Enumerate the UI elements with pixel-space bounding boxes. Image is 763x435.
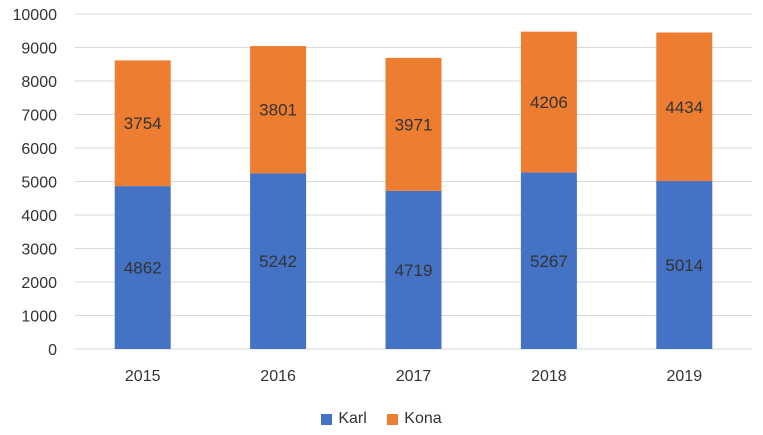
legend-swatch-karl [321, 413, 333, 425]
bar-karl-2017 [385, 190, 442, 349]
data-label-karl-2018: 5267 [530, 252, 568, 271]
data-label-kona-2019: 4434 [665, 98, 703, 117]
data-label-karl-2019: 5014 [665, 256, 703, 275]
legend-label-karl: Karl [338, 410, 367, 427]
y-tick-label: 9000 [21, 41, 57, 58]
data-label-kona-2015: 3754 [124, 114, 162, 133]
y-tick-label: 4000 [21, 208, 57, 225]
data-label-karl-2016: 5242 [259, 252, 297, 271]
y-tick-label: 7000 [21, 108, 57, 125]
x-tick-label: 2017 [396, 368, 432, 385]
bar-karl-2015 [114, 186, 171, 349]
y-tick-label: 3000 [21, 242, 57, 259]
y-tick-label: 2000 [21, 275, 57, 292]
data-label-kona-2016: 3801 [259, 101, 297, 120]
y-tick-label: 10000 [13, 7, 58, 24]
data-label-kona-2017: 3971 [395, 115, 433, 134]
data-label-kona-2018: 4206 [530, 93, 568, 112]
data-label-karl-2017: 4719 [395, 261, 433, 280]
y-tick-label: 8000 [21, 74, 57, 91]
y-tick-label: 5000 [21, 175, 57, 192]
legend-label-kona: Kona [404, 410, 442, 427]
bar-kona-2016 [250, 46, 307, 174]
legend: Karl Kona [0, 410, 763, 430]
legend-swatch-kona [387, 413, 399, 425]
x-tick-label: 2016 [260, 368, 296, 385]
x-tick-label: 2018 [531, 368, 567, 385]
y-tick-label: 0 [48, 342, 57, 359]
bar-kona-2018 [520, 31, 577, 173]
x-tick-label: 2019 [667, 368, 703, 385]
x-tick-label: 2015 [125, 368, 161, 385]
bar-karl-2018 [520, 172, 577, 349]
bar-karl-2019 [656, 181, 713, 349]
bar-kona-2017 [385, 57, 442, 191]
legend-item-karl: Karl [321, 410, 367, 428]
bar-kona-2015 [114, 60, 171, 187]
y-tick-label: 1000 [21, 309, 57, 326]
data-label-karl-2015: 4862 [124, 259, 162, 278]
stacked-bar-chart: 0 1000 2000 3000 4000 5000 6000 7000 8000 9000 100… [13, 7, 752, 385]
bar-karl-2016 [250, 173, 307, 349]
y-tick-label: 6000 [21, 141, 57, 158]
legend-item-kona: Kona [387, 410, 442, 428]
bar-kona-2019 [656, 32, 713, 182]
